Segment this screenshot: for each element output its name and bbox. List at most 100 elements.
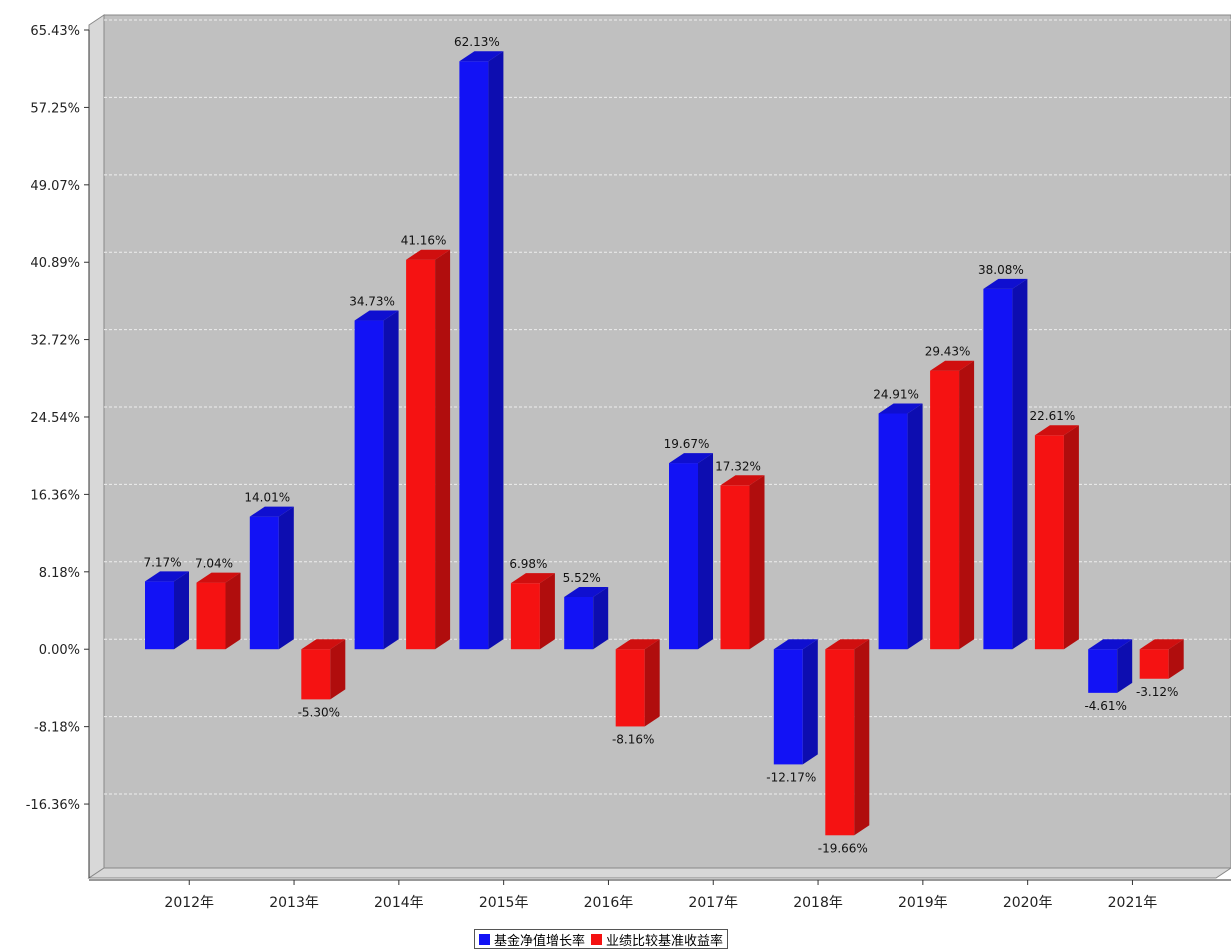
bar-top — [354, 310, 399, 321]
plot-floor — [87, 867, 1231, 879]
bar-side — [383, 310, 399, 650]
bar-side — [644, 639, 660, 727]
data-label: 6.98% — [509, 557, 547, 571]
y-tick-label: 57.25% — [30, 101, 80, 116]
bar-front — [669, 463, 698, 650]
bar-9-0 — [1088, 639, 1133, 693]
bar-side — [1063, 425, 1079, 650]
bar-2-0 — [354, 310, 399, 650]
bar-top — [615, 639, 660, 650]
bar-front — [615, 649, 645, 727]
bar-front — [406, 259, 436, 650]
bar-0-0 — [145, 571, 189, 650]
data-label: 7.17% — [143, 555, 181, 569]
legend: 基金净值增长率 业绩比较基准收益率 — [474, 929, 729, 949]
bar-top — [301, 639, 346, 650]
data-label: 41.16% — [401, 234, 447, 248]
bar-front — [825, 649, 855, 836]
bar-3-0 — [459, 51, 504, 650]
bar-front — [1088, 649, 1118, 693]
bar-8-1 — [1034, 425, 1079, 650]
bar-side — [330, 639, 346, 700]
y-tick-label: 40.89% — [30, 256, 80, 271]
bar-side — [488, 51, 504, 650]
x-tick-label: 2012年 — [164, 895, 214, 911]
bar-front — [459, 61, 489, 650]
legend-item-fund: 基金净值增长率 — [479, 930, 585, 949]
y-tick-label: -16.36% — [26, 798, 80, 813]
bar-front — [1034, 435, 1064, 650]
bar-1-0 — [249, 506, 294, 650]
bar-side — [593, 586, 609, 650]
x-tick-label: 2016年 — [584, 895, 634, 911]
data-label: 38.08% — [978, 263, 1024, 277]
bar-top — [196, 572, 241, 583]
x-tick-label: 2017年 — [688, 895, 738, 911]
data-label: 62.13% — [454, 35, 500, 49]
bar-side — [1168, 639, 1184, 679]
bar-front — [720, 485, 750, 650]
bars — [145, 51, 1184, 836]
plot-frame — [87, 14, 1231, 879]
bar-side — [278, 506, 294, 650]
bar-top — [145, 571, 189, 582]
data-label: -5.30% — [298, 705, 340, 719]
bar-front — [196, 582, 226, 650]
bar-top — [510, 573, 555, 584]
data-label: 24.91% — [873, 387, 919, 401]
bar-front — [301, 649, 331, 700]
bar-front — [930, 370, 960, 650]
bar-top — [406, 249, 451, 260]
bar-8-0 — [983, 278, 1028, 650]
data-label: 14.01% — [244, 491, 290, 505]
bar-7-0 — [878, 403, 923, 650]
y-tick-label: 65.43% — [30, 24, 80, 39]
data-label: -19.66% — [818, 841, 868, 855]
x-tick-label: 2013年 — [269, 895, 319, 911]
bar-side — [174, 571, 189, 650]
data-label: 5.52% — [563, 571, 601, 585]
bar-top — [983, 278, 1028, 289]
bar-2-1 — [406, 249, 451, 650]
bar-9-1 — [1139, 639, 1184, 679]
bar-5-1 — [720, 475, 765, 650]
x-tick-label: 2014年 — [374, 895, 424, 911]
y-tick-label: 32.72% — [30, 334, 80, 349]
bar-side — [749, 475, 765, 650]
bar-top — [878, 403, 923, 414]
bar-side — [435, 249, 451, 650]
bar-side — [802, 639, 818, 765]
bar-top — [720, 475, 765, 486]
bar-1-1 — [301, 639, 346, 700]
x-tick-label: 2021年 — [1108, 895, 1158, 911]
bar-4-1 — [615, 639, 660, 727]
bar-top — [1034, 425, 1079, 436]
legend-label-fund: 基金净值增长率 — [494, 933, 586, 949]
bar-front — [249, 516, 279, 650]
bar-6-1 — [825, 639, 870, 836]
bar-6-0 — [773, 639, 818, 765]
y-tick-label: 16.36% — [30, 488, 80, 503]
data-label: -12.17% — [766, 770, 816, 784]
data-label: -4.61% — [1084, 699, 1126, 713]
data-label: 22.61% — [1030, 409, 1076, 423]
bar-top — [564, 586, 609, 597]
bar-front — [983, 288, 1013, 650]
bar-7-1 — [930, 360, 975, 650]
bar-top — [249, 506, 294, 517]
bar-side — [539, 573, 555, 650]
bar-front — [1139, 649, 1169, 679]
x-tick-label: 2020年 — [1003, 895, 1053, 911]
bar-front — [878, 413, 908, 650]
bar-front — [564, 596, 594, 650]
data-label: 19.67% — [664, 437, 710, 451]
bar-3-1 — [510, 573, 555, 650]
data-label: 34.73% — [349, 295, 395, 309]
bar-front — [773, 649, 803, 765]
bar-side — [1012, 278, 1028, 650]
y-tick-label: 0.00% — [39, 643, 80, 658]
plot-side-wall — [88, 14, 105, 879]
bar-side — [854, 639, 870, 836]
legend-item-benchmark: 业绩比较基准收益率 — [591, 930, 723, 949]
